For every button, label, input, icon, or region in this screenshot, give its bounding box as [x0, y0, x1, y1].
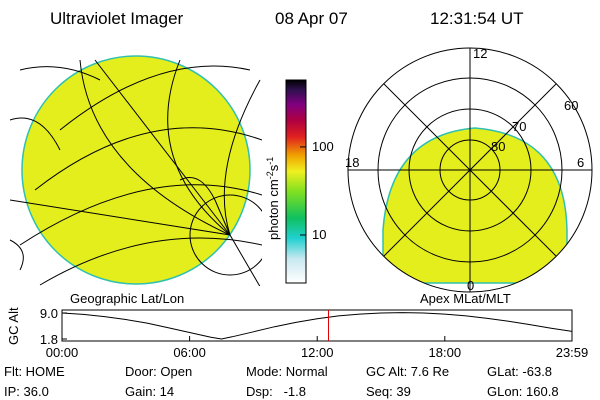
mlt-label: 0	[467, 278, 474, 293]
colorbar-label: photon cm-2s-1	[265, 157, 281, 240]
info-field: Dsp: -1.8	[246, 384, 306, 399]
info-field: Seq: 39	[366, 384, 411, 399]
polar-label: Apex MLat/MLT	[420, 291, 511, 306]
colorbar-tick-label: 10	[312, 227, 326, 242]
info-field: GLat: -63.8	[487, 364, 552, 379]
y-tick-label: 9.0	[40, 306, 58, 321]
lat-label: 70	[512, 119, 526, 134]
x-tick-label: 06:00	[173, 345, 206, 360]
info-field: IP: 36.0	[4, 384, 49, 399]
mlt-label: 12	[473, 46, 487, 61]
date: 08 Apr 07	[275, 9, 348, 28]
info: Flt: HOME Door: Open Mode: Normal GC Alt: 7…	[4, 364, 559, 399]
polar-map	[347, 47, 593, 293]
colorbar	[285, 79, 307, 284]
colorbar-label-part: -1	[265, 157, 275, 165]
geo-map	[9, 55, 262, 286]
colorbar-label-part: photon cm	[266, 179, 281, 240]
x-tick-label: 23:59	[556, 345, 589, 360]
colorbar-tick-label: 100	[312, 139, 334, 154]
colorbar-label-part: s	[266, 164, 281, 171]
info-field: GC Alt: 7.6 Re	[366, 364, 449, 379]
x-tick-label: 00:00	[46, 345, 79, 360]
title: Ultraviolet Imager	[50, 9, 184, 28]
alt-ylabel: GC Alt	[6, 307, 21, 345]
colorbar-label-part: -2	[265, 171, 275, 179]
mlt-label: 18	[345, 155, 359, 170]
info-field: Gain: 14	[125, 384, 174, 399]
info-field: Mode: Normal	[246, 364, 328, 379]
lat-label: 60	[564, 98, 578, 113]
x-tick-label: 12:00	[301, 345, 334, 360]
mlt-label: 6	[577, 155, 584, 170]
x-tick-label: 18:00	[429, 345, 462, 360]
time: 12:31:54 UT	[430, 9, 524, 28]
info-field: GLon: 160.8	[487, 384, 559, 399]
info-field: Door: Open	[125, 364, 192, 379]
y-tick-label: 1.8	[40, 332, 58, 347]
geo-label: Geographic Lat/Lon	[70, 291, 184, 306]
info-field: Flt: HOME	[4, 364, 65, 379]
altitude-line	[61, 312, 573, 340]
lat-label: 80	[491, 139, 505, 154]
